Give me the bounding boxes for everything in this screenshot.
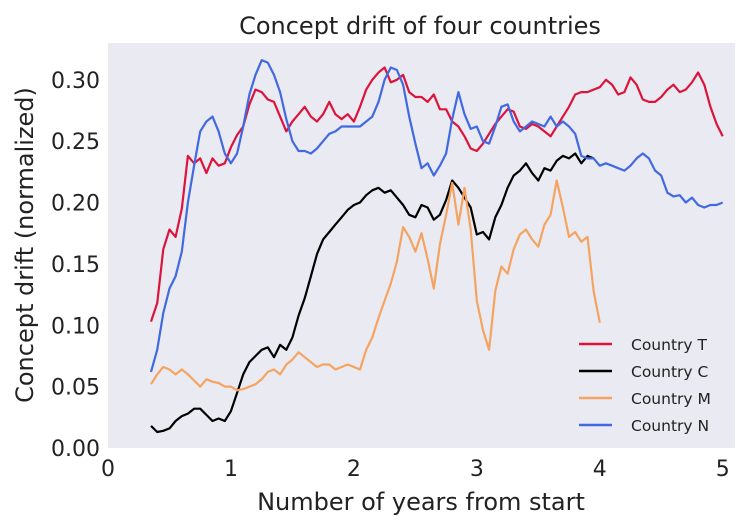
x-axis: 0 1 2 3 4 5 bbox=[101, 457, 730, 482]
chart-title: Concept drift of four countries bbox=[239, 12, 601, 40]
x-tick-label: 5 bbox=[716, 457, 730, 482]
legend-label: Country T bbox=[631, 336, 708, 354]
x-axis-title: Number of years from start bbox=[257, 488, 585, 516]
legend: Country T Country C Country M Country N bbox=[565, 326, 730, 442]
legend-label: Country M bbox=[631, 390, 711, 408]
y-tick-label: 0.05 bbox=[51, 376, 100, 401]
y-axis-title: Concept drift (normalized) bbox=[11, 87, 39, 403]
x-tick-label: 3 bbox=[470, 457, 484, 482]
y-tick-label: 0.15 bbox=[51, 253, 100, 278]
x-tick-label: 4 bbox=[593, 457, 607, 482]
y-tick-label: 0.10 bbox=[51, 314, 100, 339]
y-axis: 0.00 0.05 0.10 0.15 0.20 0.25 0.30 bbox=[51, 69, 100, 462]
y-tick-label: 0.20 bbox=[51, 192, 100, 217]
legend-label: Country C bbox=[631, 363, 708, 381]
series-line-country-n bbox=[149, 59, 724, 373]
x-tick-label: 0 bbox=[101, 457, 115, 482]
legend-box bbox=[565, 326, 730, 442]
legend-label: Country N bbox=[631, 417, 709, 435]
series-line-country-c bbox=[150, 152, 595, 434]
y-tick-label: 0.25 bbox=[51, 130, 100, 155]
x-tick-label: 1 bbox=[224, 457, 238, 482]
y-tick-label: 0.00 bbox=[51, 437, 100, 462]
series-line-country-m bbox=[150, 179, 601, 392]
x-tick-label: 2 bbox=[347, 457, 361, 482]
series-lines bbox=[149, 59, 724, 434]
y-tick-label: 0.30 bbox=[51, 69, 100, 94]
